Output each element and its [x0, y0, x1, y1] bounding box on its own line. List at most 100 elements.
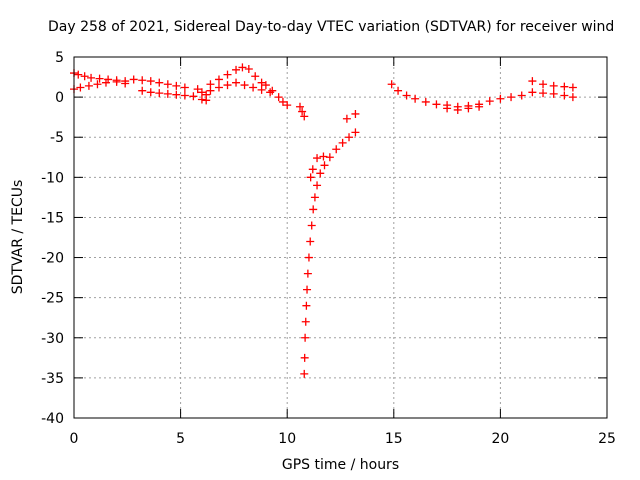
- y-tick-label: -35: [41, 371, 64, 387]
- data-point: [189, 92, 198, 101]
- y-tick-label: -25: [41, 291, 64, 307]
- data-point: [300, 369, 309, 378]
- data-point: [155, 78, 164, 87]
- y-axis-label: SDTVAR / TECUs: [10, 179, 26, 295]
- data-point: [172, 81, 181, 90]
- data-point: [301, 333, 310, 342]
- y-tick-label: 0: [55, 90, 64, 106]
- data-point: [180, 91, 189, 100]
- data-point: [74, 70, 83, 79]
- data-point: [155, 89, 164, 98]
- data-point: [283, 101, 292, 110]
- data-point: [568, 93, 577, 102]
- data-point: [84, 81, 93, 90]
- data-point: [475, 102, 484, 111]
- data-point: [496, 94, 505, 103]
- data-point: [342, 114, 351, 123]
- data-point: [266, 88, 275, 97]
- plot-frame: [73, 56, 608, 419]
- x-tick-label: 20: [491, 431, 509, 447]
- data-point: [303, 285, 312, 294]
- data-point: [332, 145, 341, 154]
- data-point: [112, 77, 121, 86]
- data-point: [257, 78, 266, 87]
- x-tick-label: 25: [598, 431, 616, 447]
- data-point: [223, 70, 232, 79]
- data-point: [528, 88, 537, 97]
- y-tick-label: -10: [41, 170, 64, 186]
- data-points: [70, 63, 577, 378]
- data-point: [138, 76, 147, 85]
- data-point: [261, 81, 270, 90]
- data-point: [240, 81, 249, 90]
- data-point: [316, 169, 325, 178]
- data-point: [232, 78, 241, 87]
- data-point: [351, 128, 360, 137]
- grid-lines: [74, 57, 607, 418]
- data-point: [313, 154, 322, 163]
- data-point: [295, 102, 304, 111]
- x-tick-label: 5: [176, 431, 185, 447]
- data-point: [338, 138, 347, 147]
- data-point: [560, 91, 569, 100]
- data-point: [214, 75, 223, 84]
- data-point: [528, 77, 537, 86]
- data-point: [319, 152, 328, 161]
- data-point: [560, 82, 569, 91]
- data-point: [180, 83, 189, 92]
- data-point: [351, 109, 360, 118]
- data-point: [223, 81, 232, 90]
- data-point: [539, 89, 548, 98]
- data-point: [306, 173, 315, 182]
- data-point: [138, 86, 147, 95]
- y-tick-label: -40: [41, 411, 64, 427]
- axis-ticks: 0 5 10 15 20 25 5 0 -5 -10 -15 -20 -25 -30 -35 -40: [41, 50, 616, 447]
- data-point: [76, 83, 85, 92]
- x-axis-label: GPS time / hours: [281, 457, 400, 473]
- data-point: [300, 353, 309, 362]
- x-tick-label: 0: [70, 431, 79, 447]
- y-tick-label: -30: [41, 331, 64, 347]
- data-point: [278, 97, 287, 106]
- data-point: [432, 100, 441, 109]
- data-point: [421, 97, 430, 106]
- data-point: [549, 81, 558, 90]
- data-point: [325, 153, 334, 162]
- y-tick-label: -20: [41, 251, 64, 267]
- data-point: [310, 193, 319, 202]
- data-point: [402, 91, 411, 100]
- data-point: [307, 221, 316, 230]
- data-point: [507, 93, 516, 102]
- data-point: [274, 93, 283, 102]
- data-point: [313, 181, 322, 190]
- data-point: [387, 80, 396, 89]
- data-point: [93, 80, 102, 89]
- data-point: [232, 65, 241, 74]
- data-point: [146, 77, 155, 86]
- data-point: [101, 78, 110, 87]
- data-point: [206, 86, 215, 95]
- data-point: [464, 104, 473, 113]
- y-tick-label: -5: [50, 130, 64, 146]
- data-point: [121, 79, 130, 88]
- data-point: [300, 112, 309, 121]
- data-point: [568, 83, 577, 92]
- data-point: [303, 269, 312, 278]
- y-tick-label: -15: [41, 210, 64, 226]
- data-point: [302, 301, 311, 310]
- data-point: [95, 74, 104, 83]
- data-point: [301, 317, 310, 326]
- data-point: [197, 88, 206, 97]
- data-point: [268, 86, 277, 95]
- data-point: [163, 80, 172, 89]
- y-tick-label: 5: [55, 50, 64, 66]
- data-point: [87, 73, 96, 82]
- data-point: [163, 89, 172, 98]
- data-point: [238, 63, 247, 72]
- data-point: [394, 86, 403, 95]
- data-point: [298, 107, 307, 116]
- data-point: [129, 75, 138, 84]
- data-point: [214, 83, 223, 92]
- data-point: [172, 90, 181, 99]
